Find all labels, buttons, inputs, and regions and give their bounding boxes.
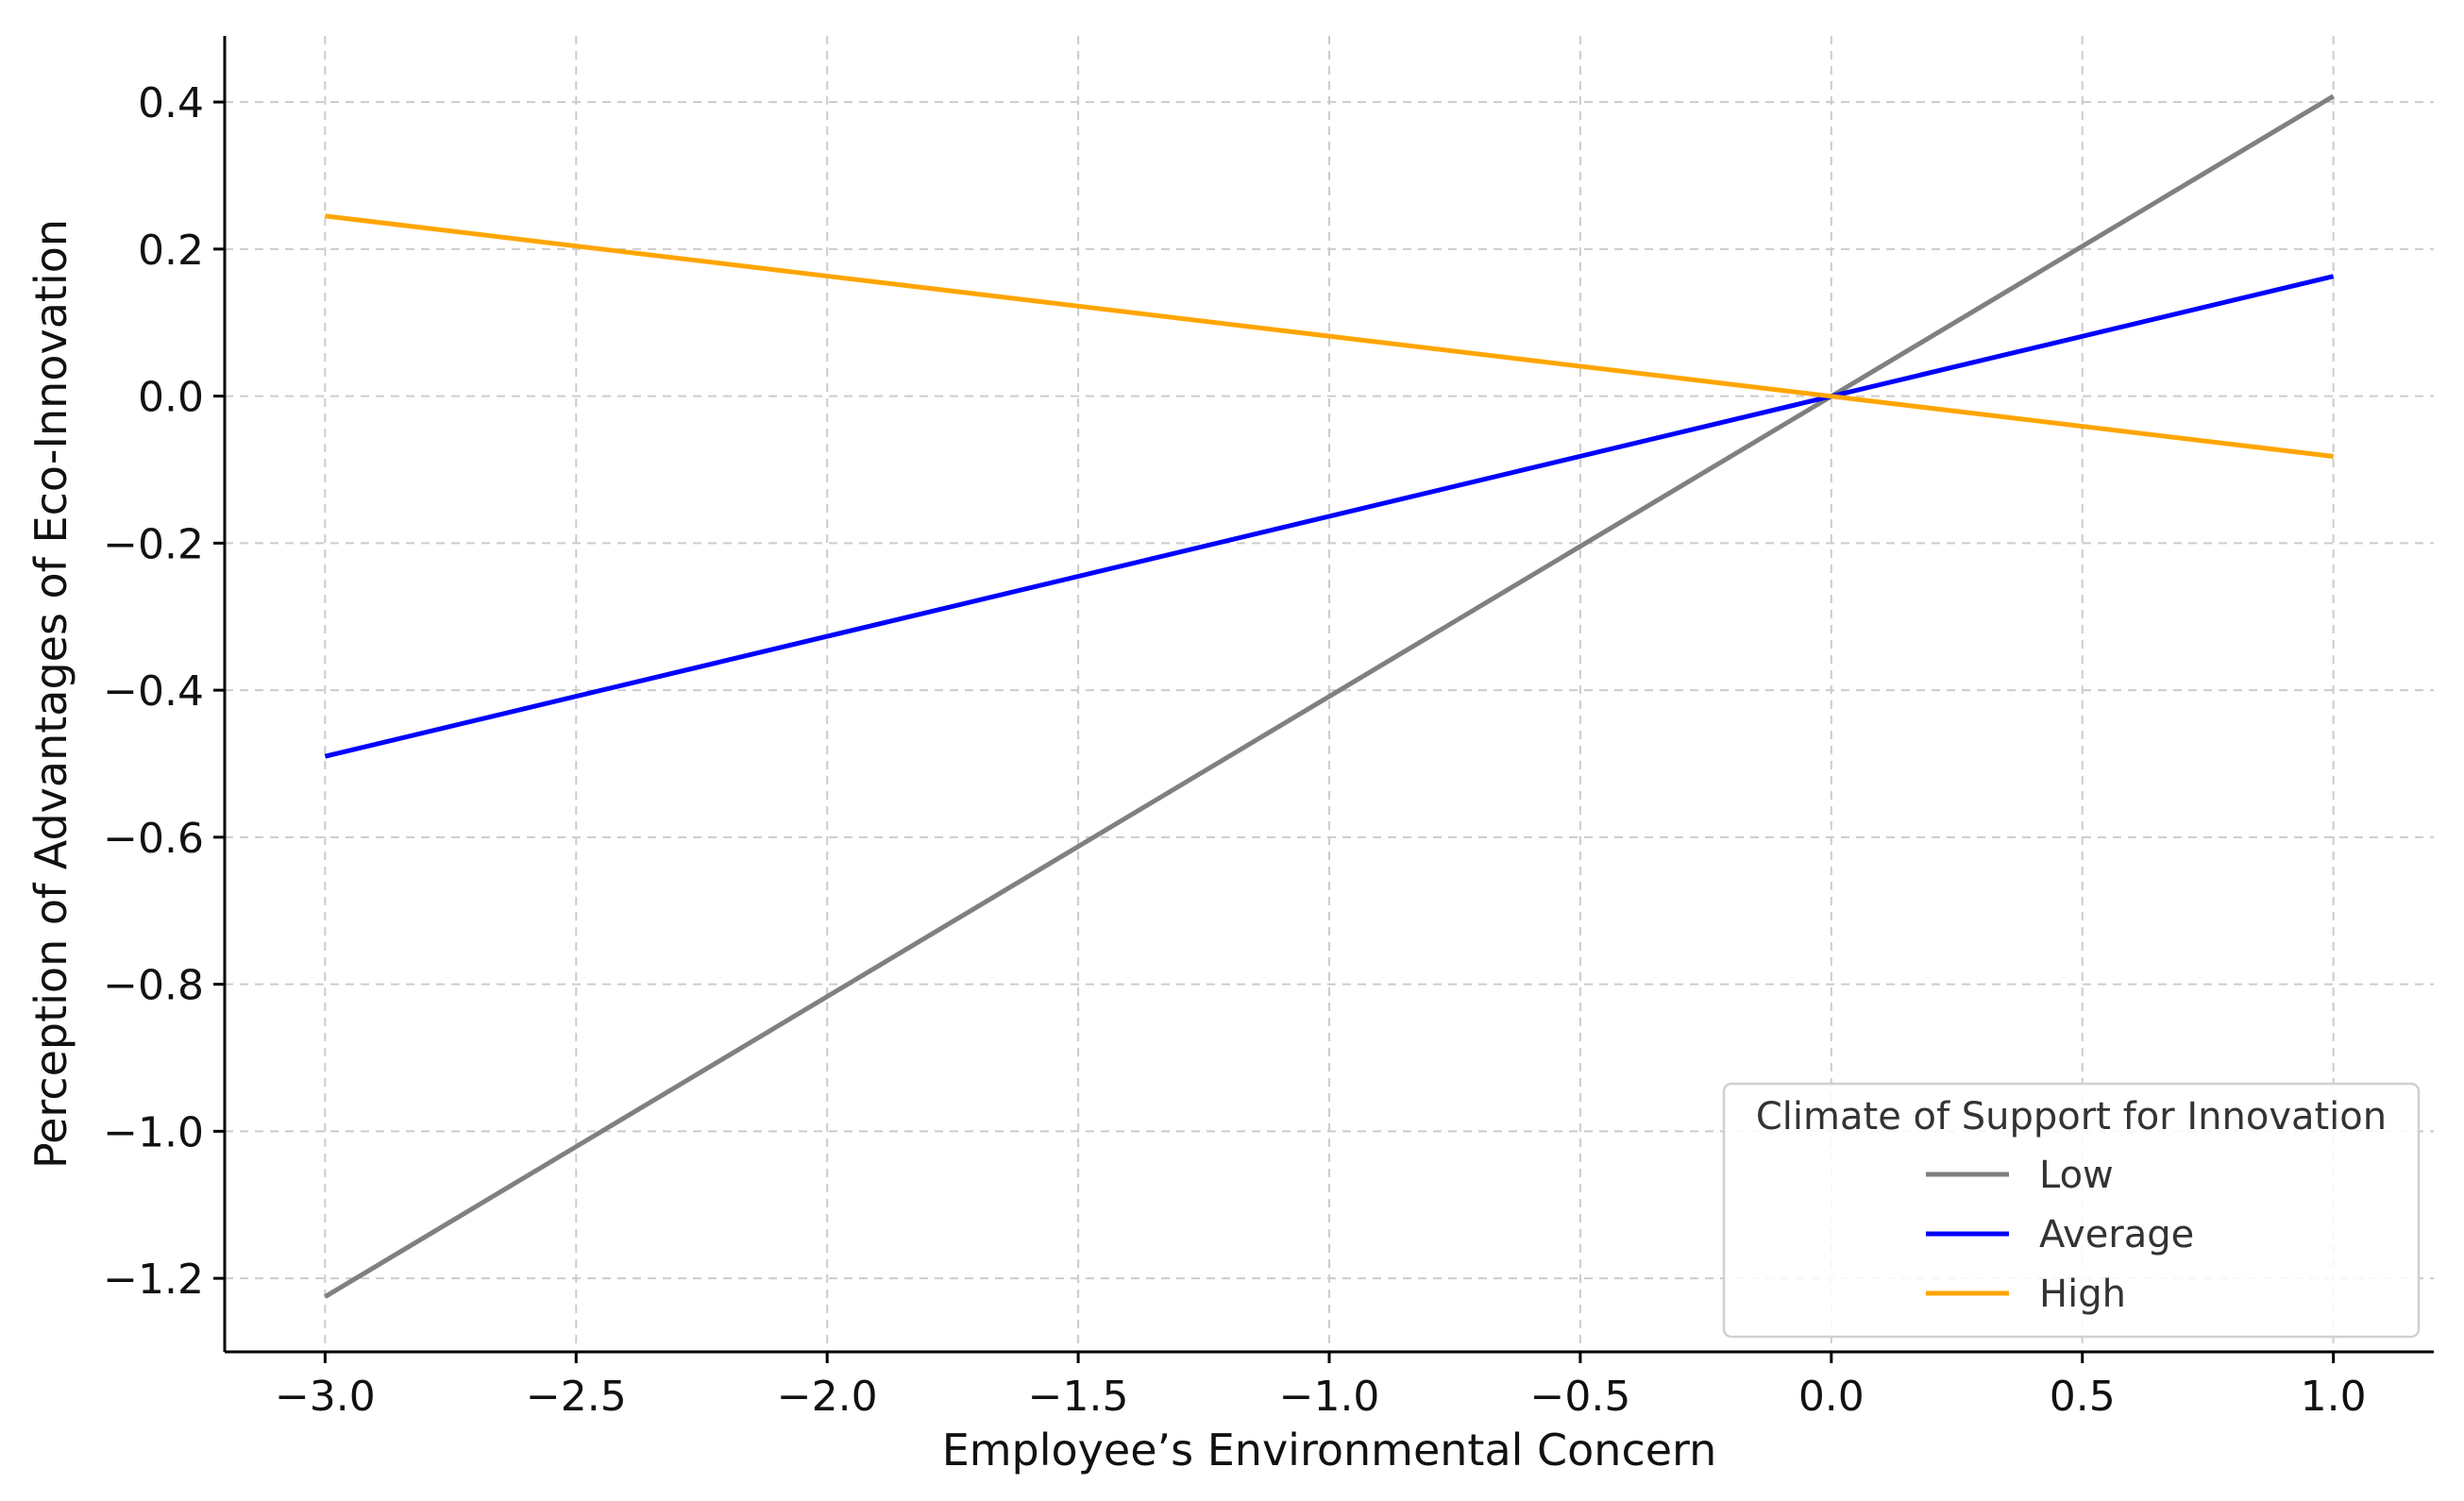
y-axis-title: Perception of Advantages of Eco-Innovati… bbox=[25, 219, 76, 1169]
legend-label-high: High bbox=[2039, 1273, 2126, 1316]
y-tick-label: 0.2 bbox=[138, 227, 204, 275]
x-axis-title: Employee’s Environmental Concern bbox=[942, 1425, 1717, 1476]
x-tick-label: 1.0 bbox=[2301, 1373, 2367, 1421]
series-lines bbox=[324, 93, 2335, 1299]
legend-label-average: Average bbox=[2039, 1213, 2194, 1256]
x-tick-label: −1.0 bbox=[1279, 1373, 1380, 1421]
series-line-high bbox=[325, 213, 2334, 459]
y-tick-label: −0.6 bbox=[103, 815, 204, 863]
axes bbox=[213, 36, 2434, 1363]
tick-labels: −3.0 −2.5 −2.0 −1.5 −1.0 −0.5 0.0 0.5 1.0 0.4 0.2 0… bbox=[103, 79, 2366, 1421]
series-line-average bbox=[324, 274, 2335, 759]
y-tick-label: −1.2 bbox=[103, 1256, 204, 1304]
y-tick-label: −0.8 bbox=[103, 962, 204, 1010]
legend: Climate of Support for Innovation Low Ave… bbox=[1722, 1082, 2421, 1339]
x-tick-label: −2.5 bbox=[526, 1373, 627, 1421]
x-tick-label: −3.0 bbox=[275, 1373, 376, 1421]
x-tick-label: −2.0 bbox=[777, 1373, 878, 1421]
y-tick-label: −1.0 bbox=[103, 1108, 204, 1156]
y-tick-label: 0.4 bbox=[138, 79, 204, 127]
x-tick-label: −1.5 bbox=[1028, 1373, 1129, 1421]
y-tick-label: −0.2 bbox=[103, 520, 204, 568]
x-tick-label: −0.5 bbox=[1529, 1373, 1630, 1421]
series-line-low bbox=[324, 93, 2335, 1299]
y-tick-label: 0.0 bbox=[138, 374, 204, 422]
legend-box bbox=[1722, 1082, 2421, 1339]
legend-items: Low Average High bbox=[1926, 1154, 2194, 1316]
legend-title: Climate of Support for Innovation bbox=[1756, 1095, 2387, 1138]
x-tick-label: 0.0 bbox=[1798, 1373, 1865, 1421]
y-tick-label: −0.4 bbox=[103, 667, 204, 716]
legend-label-low: Low bbox=[2039, 1154, 2114, 1197]
x-tick-label: 0.5 bbox=[2050, 1373, 2116, 1421]
grid bbox=[225, 36, 2434, 1352]
